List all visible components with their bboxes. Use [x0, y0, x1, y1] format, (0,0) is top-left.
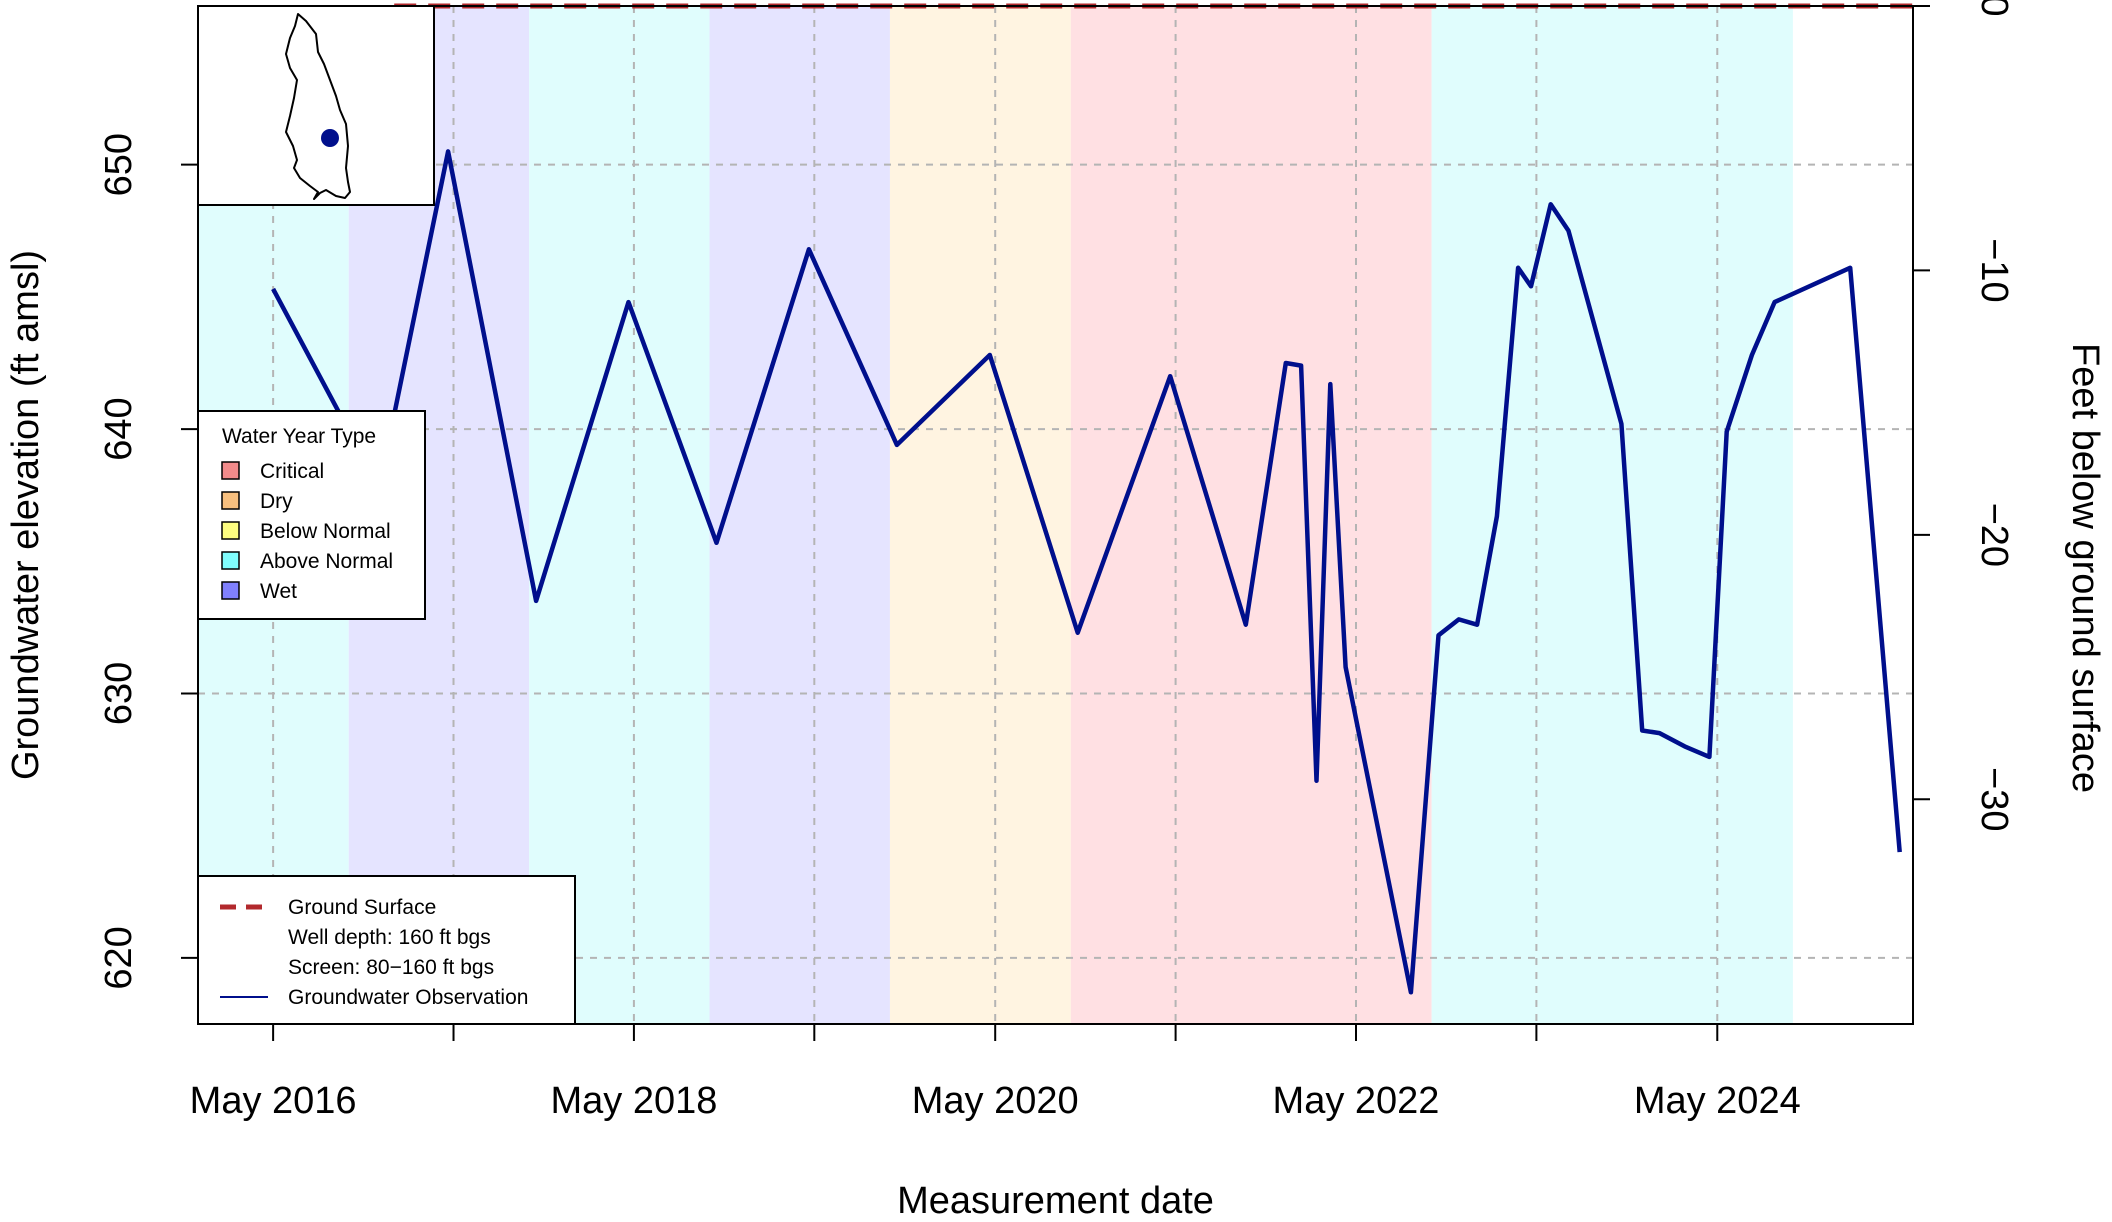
- y-axis-title: Groundwater elevation (ft amsl): [5, 250, 47, 780]
- axes: May 2016 May 2018 May 2020 May 2022 May 2024…: [98, 0, 2015, 1122]
- band-dry: [889, 6, 1071, 1024]
- legend-water-year-label: Wet: [260, 580, 297, 603]
- legend-lines-label: Screen: 80−160 ft bgs: [288, 956, 494, 979]
- y-tick-label: 620: [98, 926, 140, 989]
- legend-water-year-label: Dry: [260, 490, 293, 513]
- x-axis-title: Measurement date: [897, 1180, 1214, 1222]
- y-right-tick-label: −10: [1973, 238, 2015, 302]
- legend-lines-label: Groundwater Observation: [288, 986, 528, 1009]
- basin-outline: [285, 13, 351, 200]
- legend-swatch: [221, 551, 240, 570]
- y-tick-label: 640: [98, 397, 140, 460]
- legend-swatch: [221, 461, 240, 480]
- y-tick-label: 630: [98, 662, 140, 725]
- band-above-normal: [1431, 6, 1793, 1024]
- axis-titles: Measurement date Groundwater elevation (…: [5, 250, 2106, 1222]
- legend-lines-label: Ground Surface: [288, 896, 436, 919]
- legend-lines: Ground Surface Well depth: 160 ft bgs Scre…: [197, 875, 576, 1025]
- series-line-groundwater-observation: [271, 149, 1902, 995]
- x-tick-label: May 2022: [1273, 1080, 1440, 1122]
- band-wet: [709, 6, 890, 1024]
- legend-water-year: Water Year Type Critical Dry Below Normal Ab…: [197, 410, 426, 620]
- legend-swatch: [221, 491, 240, 510]
- legend-water-year-title: Water Year Type: [222, 425, 376, 448]
- band-critical: [1070, 6, 1432, 1024]
- series-layer: [271, 149, 1902, 995]
- legend-water-year-label: Below Normal: [260, 520, 391, 543]
- y-right-tick-label: −30: [1973, 767, 2015, 831]
- x-tick-label: May 2024: [1634, 1080, 1801, 1122]
- inset-map: [197, 5, 435, 206]
- legend-lines-label: Well depth: 160 ft bgs: [288, 926, 491, 949]
- legend-water-year-label: Critical: [260, 460, 324, 483]
- legend-swatch: [221, 581, 240, 600]
- legend-water-year-label: Above Normal: [260, 550, 393, 573]
- legend-lines-frame: [197, 875, 576, 1025]
- well-location-marker: [321, 129, 339, 147]
- x-tick-label: May 2016: [190, 1080, 357, 1122]
- y-tick-label: 650: [98, 133, 140, 196]
- water-year-bands: [198, 6, 1793, 1024]
- x-tick-label: May 2020: [912, 1080, 1079, 1122]
- y-right-tick-label: −20: [1973, 503, 2015, 567]
- band-above-normal: [529, 6, 710, 1024]
- y-right-tick-label: 0: [1973, 0, 2015, 17]
- legend-swatch: [221, 521, 240, 540]
- y-axis-right-title: Feet below ground surface: [2064, 343, 2106, 793]
- x-tick-label: May 2018: [550, 1080, 717, 1122]
